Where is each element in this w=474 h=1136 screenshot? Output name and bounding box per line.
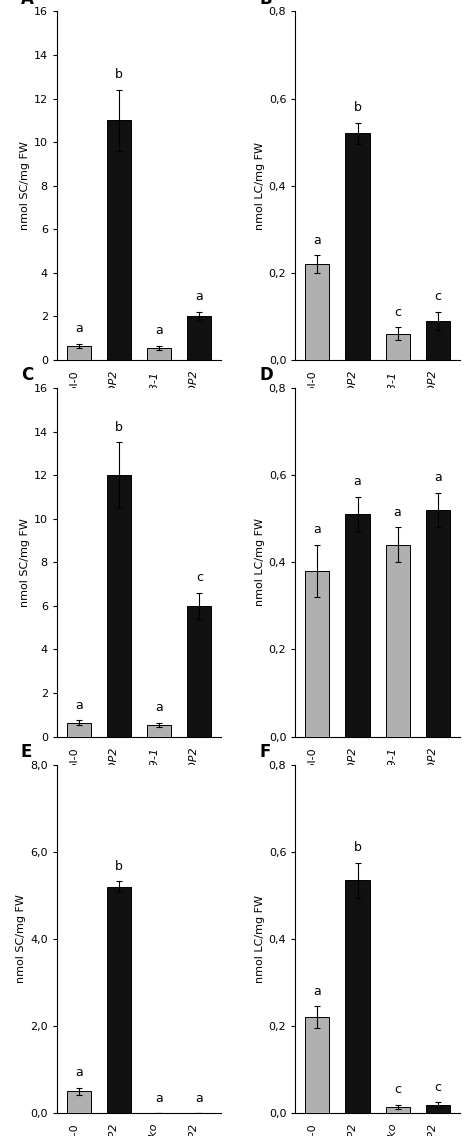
Text: myb29-1: myb29-1 [388,747,398,797]
Bar [107,120,131,360]
Text: Col-0 + AOP2: Col-0 + AOP2 [109,1124,119,1136]
Text: Col-0 + AOP2: Col-0 + AOP2 [109,747,119,822]
Bar [147,348,171,360]
Text: a: a [434,470,442,484]
Text: Col-0 + AOP2: Col-0 + AOP2 [347,370,357,446]
Text: a: a [75,699,83,711]
Bar [147,725,171,736]
Bar [107,475,131,736]
Text: B: B [259,0,272,8]
Text: c: c [196,571,203,584]
Text: b: b [115,68,123,81]
Y-axis label: nmol SC/mg FW: nmol SC/mg FW [19,518,29,607]
Bar [305,1018,329,1113]
Text: a: a [195,1092,203,1104]
Text: Col-0: Col-0 [69,370,79,399]
Bar [67,1092,91,1113]
Y-axis label: nmol SC/mg FW: nmol SC/mg FW [16,894,26,984]
Text: a: a [313,524,321,536]
Bar [385,1106,410,1113]
Text: myb29-1 + AOP2: myb29-1 + AOP2 [189,747,199,844]
Bar [346,880,370,1113]
Text: c: c [394,1083,401,1096]
Text: a: a [155,324,163,337]
Text: Col-0: Col-0 [69,1124,79,1136]
Bar [187,317,211,360]
Text: D: D [259,367,273,384]
Text: c: c [434,1080,441,1094]
Text: b: b [115,420,123,434]
Bar [305,571,329,736]
Text: myb dko + AOP2: myb dko + AOP2 [428,1124,438,1136]
Text: Col-0: Col-0 [308,747,318,776]
Bar [67,345,91,360]
Text: F: F [259,743,271,761]
Bar [67,722,91,736]
Text: myb28-1: myb28-1 [388,370,398,420]
Y-axis label: nmol LC/mg FW: nmol LC/mg FW [255,142,264,229]
Text: myb dko + AOP2: myb dko + AOP2 [189,1124,199,1136]
Bar [346,133,370,360]
Y-axis label: nmol LC/mg FW: nmol LC/mg FW [255,518,264,607]
Text: b: b [354,101,362,114]
Bar [346,515,370,736]
Text: C: C [21,367,33,384]
Bar [426,320,450,360]
Text: b: b [115,860,123,872]
Text: A: A [21,0,34,8]
Text: Col-0 + AOP2: Col-0 + AOP2 [347,747,357,822]
Text: a: a [394,506,401,519]
Text: Col-0: Col-0 [69,747,79,776]
Text: myb dko: myb dko [388,1124,398,1136]
Text: myb28-1 + AOP2: myb28-1 + AOP2 [428,370,438,467]
Text: a: a [354,475,361,488]
Text: a: a [75,321,83,335]
Bar [385,545,410,736]
Text: Col-0: Col-0 [308,370,318,399]
Bar [426,510,450,736]
Y-axis label: nmol SC/mg FW: nmol SC/mg FW [19,141,29,231]
Text: myb28-1: myb28-1 [149,370,159,420]
Text: myb dko: myb dko [149,1124,159,1136]
Bar [426,1104,450,1113]
Text: a: a [75,1067,83,1079]
Text: c: c [434,291,441,303]
Text: Col-0: Col-0 [308,1124,318,1136]
Text: a: a [195,291,203,303]
Text: myb29-1: myb29-1 [149,747,159,797]
Text: myb28-1 + AOP2: myb28-1 + AOP2 [189,370,199,467]
Text: myb29-1 + AOP2: myb29-1 + AOP2 [428,747,438,844]
Text: Col-0 + AOP2: Col-0 + AOP2 [347,1124,357,1136]
Bar [107,886,131,1113]
Text: c: c [394,306,401,319]
Text: a: a [155,701,163,713]
Text: a: a [155,1092,163,1104]
Bar [385,334,410,360]
Bar [305,265,329,360]
Text: a: a [313,234,321,247]
Text: a: a [313,985,321,997]
Bar [187,605,211,736]
Text: b: b [354,841,362,854]
Text: Col-0 + AOP2: Col-0 + AOP2 [109,370,119,446]
Y-axis label: nmol LC/mg FW: nmol LC/mg FW [255,895,264,983]
Text: E: E [21,743,32,761]
